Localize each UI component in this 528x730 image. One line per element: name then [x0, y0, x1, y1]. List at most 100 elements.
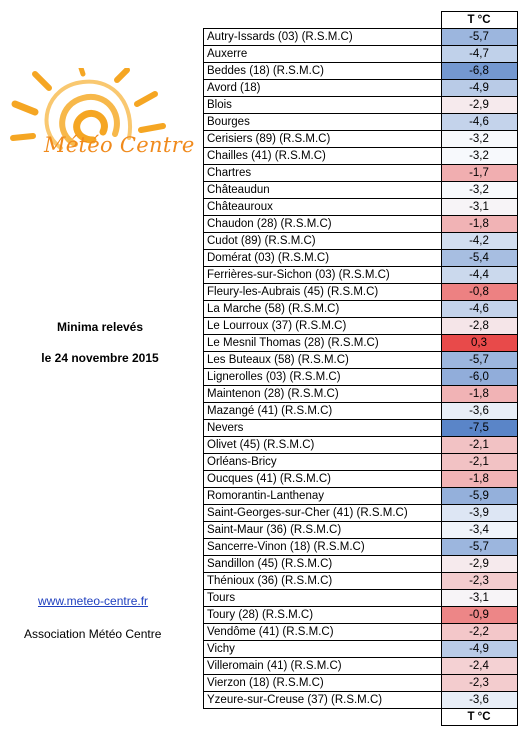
min-temperature: -3,6: [440, 402, 518, 420]
table-row: Blois -2,9: [203, 96, 518, 114]
station-name: Nevers: [203, 419, 442, 437]
station-name: Fleury-les-Aubrais (45) (R.S.M.C): [203, 283, 442, 301]
table-row: Avord (18) -4,9: [203, 79, 518, 97]
min-temperature: -7,5: [440, 419, 518, 437]
min-temperature: -4,4: [440, 266, 518, 284]
table-row: Orléans-Bricy -2,1: [203, 453, 518, 471]
station-name: Romorantin-Lanthenay: [203, 487, 442, 505]
logo-text: Météo Centre: [44, 133, 195, 157]
station-name: La Marche (58) (R.S.M.C): [203, 300, 442, 318]
min-temperature: -3,2: [440, 147, 518, 165]
min-temperature: -1,8: [440, 470, 518, 488]
station-name: Saint-Maur (36) (R.S.M.C): [203, 521, 442, 539]
station-name: Auxerre: [203, 45, 442, 63]
min-temperature: -2,9: [440, 96, 518, 114]
station-name: Autry-Issards (03) (R.S.M.C): [203, 28, 442, 46]
table-row: Mazangé (41) (R.S.M.C) -3,6: [203, 402, 518, 420]
min-temperature: -5,7: [440, 538, 518, 556]
min-temperature: -0,9: [440, 606, 518, 624]
report-title: Minima relevés: [56, 320, 144, 334]
temperature-table: T °C Autry-Issards (03) (R.S.M.C) -5,7 Aux…: [203, 11, 518, 726]
min-temperature: -6,0: [440, 368, 518, 386]
table-row: Auxerre -4,7: [203, 45, 518, 63]
table-row: Châteaudun -3,2: [203, 181, 518, 199]
sun-logo-icon: [10, 68, 166, 150]
station-name: Tours: [203, 589, 442, 607]
table-row: Nevers -7,5: [203, 419, 518, 437]
table-row: Oucques (41) (R.S.M.C) -1,8: [203, 470, 518, 488]
station-name: Beddes (18) (R.S.M.C): [203, 62, 442, 80]
min-temperature: -2,2: [440, 623, 518, 641]
table-row: Chailles (41) (R.S.M.C) -3,2: [203, 147, 518, 165]
min-temperature: -4,6: [440, 113, 518, 131]
table-row: Sancerre-Vinon (18) (R.S.M.C) -5,7: [203, 538, 518, 556]
table-row: Villeromain (41) (R.S.M.C) -2,4: [203, 657, 518, 675]
table-row: Chartres -1,7: [203, 164, 518, 182]
station-name: Châteauroux: [203, 198, 442, 216]
table-row: La Marche (58) (R.S.M.C) -4,6: [203, 300, 518, 318]
min-temperature: -3,4: [440, 521, 518, 539]
min-temperature: -1,7: [440, 164, 518, 182]
min-temperature: -5,7: [440, 351, 518, 369]
station-name: Sancerre-Vinon (18) (R.S.M.C): [203, 538, 442, 556]
report-date: le 24 novembre 2015: [41, 351, 159, 365]
min-temperature: -4,6: [440, 300, 518, 318]
min-temperature: -2,3: [440, 572, 518, 590]
station-name: Châteaudun: [203, 181, 442, 199]
min-temperature: -2,8: [440, 317, 518, 335]
temperature-header: T °C: [440, 11, 518, 29]
station-name: Les Buteaux (58) (R.S.M.C): [203, 351, 442, 369]
min-temperature: -2,1: [440, 436, 518, 454]
min-temperature: -1,8: [440, 385, 518, 403]
station-name: Mazangé (41) (R.S.M.C): [203, 402, 442, 420]
min-temperature: -2,1: [440, 453, 518, 471]
station-name: Vichy: [203, 640, 442, 658]
website-link[interactable]: www.meteo-centre.fr: [38, 594, 149, 608]
min-temperature: -3,9: [440, 504, 518, 522]
station-name: Cudot (89) (R.S.M.C): [203, 232, 442, 250]
association-name: Association Météo Centre: [24, 627, 162, 641]
station-name: Maintenon (28) (R.S.M.C): [203, 385, 442, 403]
station-name: Chartres: [203, 164, 442, 182]
table-row: Le Lourroux (37) (R.S.M.C) -2,8: [203, 317, 518, 335]
min-temperature: -4,9: [440, 79, 518, 97]
min-temperature: -5,9: [440, 487, 518, 505]
min-temperature: -2,9: [440, 555, 518, 573]
station-name: Bourges: [203, 113, 442, 131]
table-row: Olivet (45) (R.S.M.C) -2,1: [203, 436, 518, 454]
station-name: Le Lourroux (37) (R.S.M.C): [203, 317, 442, 335]
table-row: Domérat (03) (R.S.M.C) -5,4: [203, 249, 518, 267]
table-row: Saint-Maur (36) (R.S.M.C) -3,4: [203, 521, 518, 539]
table-row: Yzeure-sur-Creuse (37) (R.S.M.C) -3,6: [203, 691, 518, 709]
table-row: Châteauroux -3,1: [203, 198, 518, 216]
min-temperature: -4,7: [440, 45, 518, 63]
station-name: Avord (18): [203, 79, 442, 97]
table-row: Bourges -4,6: [203, 113, 518, 131]
temperature-footer: T °C: [440, 708, 518, 726]
table-row: Cudot (89) (R.S.M.C) -4,2: [203, 232, 518, 250]
station-name: Sandillon (45) (R.S.M.C): [203, 555, 442, 573]
min-temperature: -4,2: [440, 232, 518, 250]
station-name: Chaudon (28) (R.S.M.C): [203, 215, 442, 233]
station-name: Blois: [203, 96, 442, 114]
table-row: Saint-Georges-sur-Cher (41) (R.S.M.C) -3,…: [203, 504, 518, 522]
min-temperature: -3,2: [440, 181, 518, 199]
min-temperature: -4,9: [440, 640, 518, 658]
table-row: Chaudon (28) (R.S.M.C) -1,8: [203, 215, 518, 233]
station-name: Yzeure-sur-Creuse (37) (R.S.M.C): [203, 691, 442, 709]
min-temperature: -2,3: [440, 674, 518, 692]
station-name: Le Mesnil Thomas (28) (R.S.M.C): [203, 334, 442, 352]
min-temperature: -2,4: [440, 657, 518, 675]
min-temperature: -3,1: [440, 589, 518, 607]
table-row: Fleury-les-Aubrais (45) (R.S.M.C) -0,8: [203, 283, 518, 301]
table-row: Toury (28) (R.S.M.C) -0,9: [203, 606, 518, 624]
table-row: Vendôme (41) (R.S.M.C) -2,2: [203, 623, 518, 641]
station-name: Toury (28) (R.S.M.C): [203, 606, 442, 624]
table-row: Sandillon (45) (R.S.M.C) -2,9: [203, 555, 518, 573]
station-name: Ferrières-sur-Sichon (03) (R.S.M.C): [203, 266, 442, 284]
min-temperature: -3,6: [440, 691, 518, 709]
station-name: Cerisiers (89) (R.S.M.C): [203, 130, 442, 148]
station-name: Oucques (41) (R.S.M.C): [203, 470, 442, 488]
station-name: Vierzon (18) (R.S.M.C): [203, 674, 442, 692]
min-temperature: -0,8: [440, 283, 518, 301]
